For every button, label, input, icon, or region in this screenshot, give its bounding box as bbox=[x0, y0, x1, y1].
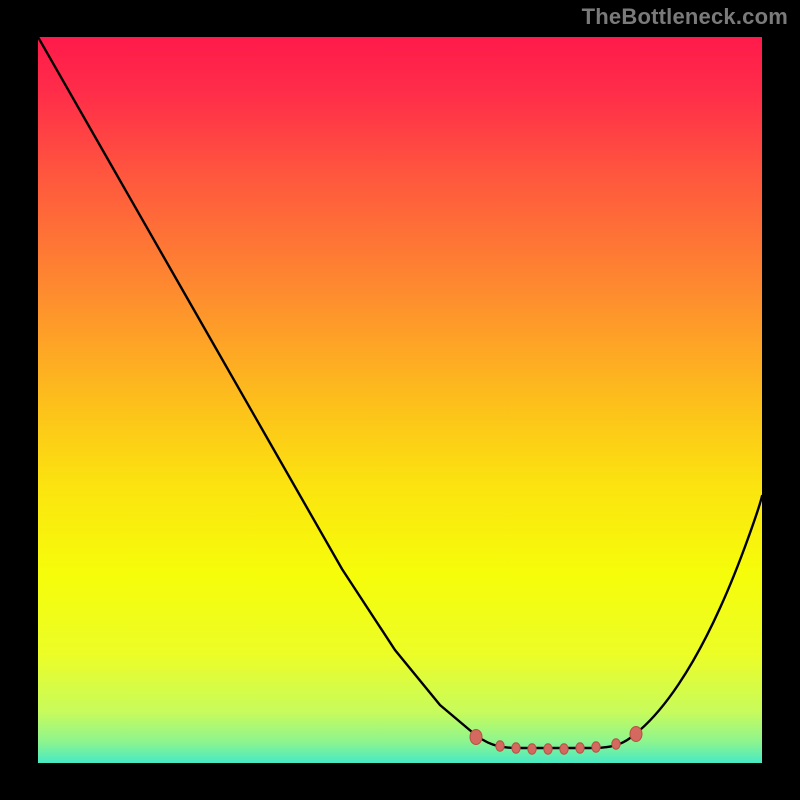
marker-dot bbox=[612, 739, 620, 750]
marker-dot bbox=[630, 727, 642, 742]
marker-dot bbox=[470, 730, 482, 745]
marker-dot bbox=[512, 743, 520, 754]
marker-dot bbox=[544, 744, 552, 755]
marker-dot bbox=[528, 744, 536, 755]
marker-dot bbox=[496, 741, 504, 752]
marker-dot bbox=[576, 743, 584, 754]
watermark-text: TheBottleneck.com bbox=[582, 4, 788, 30]
marker-dot bbox=[592, 742, 600, 753]
canvas: TheBottleneck.com bbox=[0, 0, 800, 800]
plot-svg bbox=[0, 0, 800, 800]
marker-dot bbox=[560, 744, 568, 755]
gradient-panel bbox=[38, 37, 762, 763]
